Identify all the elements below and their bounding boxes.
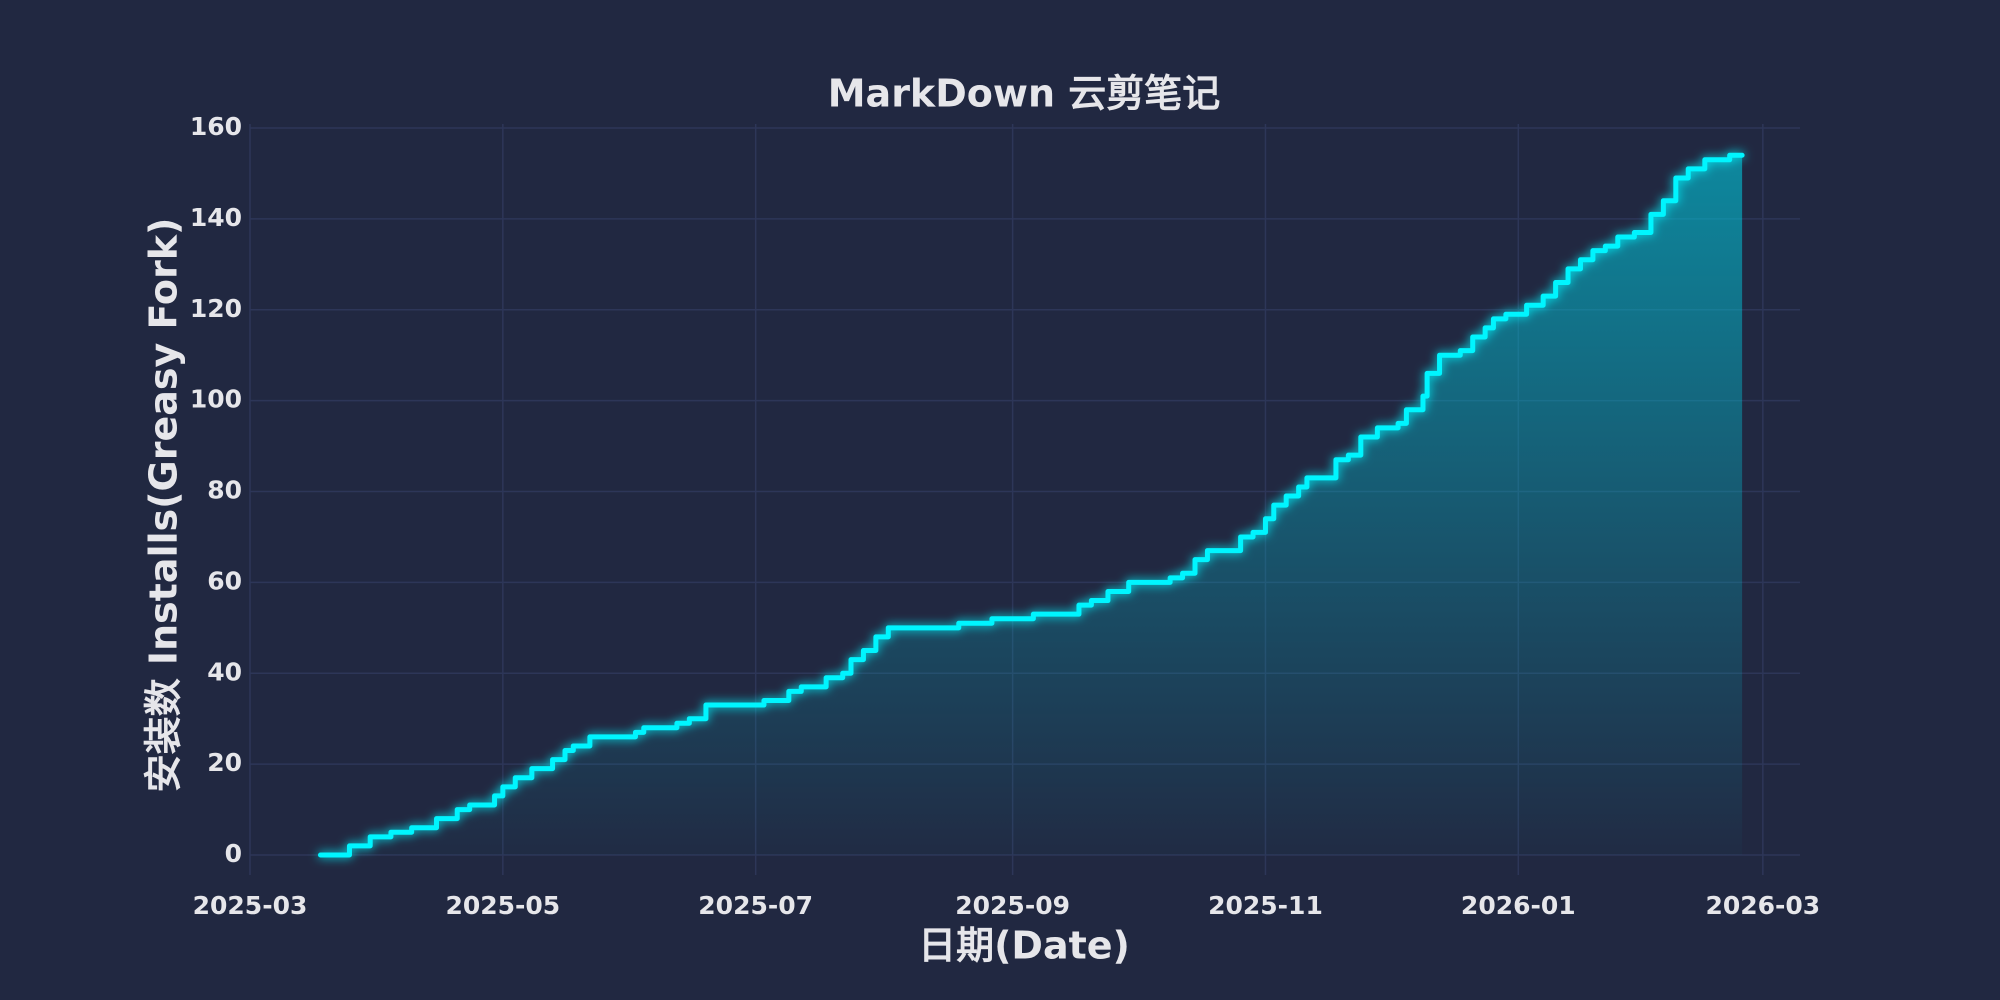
- x-tick-label: 2025-03: [193, 891, 308, 920]
- y-tick-label: 20: [207, 748, 242, 777]
- y-tick-label: 100: [190, 385, 242, 414]
- x-tick-label: 2026-01: [1461, 891, 1576, 920]
- line: [317, 152, 1745, 858]
- x-tick-label: 2025-05: [445, 891, 560, 920]
- y-tick-label: 140: [190, 203, 242, 232]
- x-tick-label: 2025-07: [698, 891, 813, 920]
- x-tick-label: 2026-03: [1705, 891, 1820, 920]
- y-tick-label: 60: [207, 566, 242, 595]
- x-axis-label: 日期(Date): [918, 924, 1130, 968]
- y-tick-label: 160: [190, 112, 242, 141]
- y-axis-label: 安装数 Installs(Greasy Fork): [142, 218, 186, 793]
- area-fill: [320, 155, 1743, 855]
- chart-title: MarkDown 云剪笔记: [828, 72, 1221, 116]
- x-tick-label: 2025-09: [955, 891, 1070, 920]
- y-tick-label: 120: [190, 294, 242, 323]
- y-tick-label: 40: [207, 657, 242, 686]
- y-tick-label: 0: [225, 839, 242, 868]
- y-tick-label: 80: [207, 476, 242, 505]
- x-tick-label: 2025-11: [1208, 891, 1323, 920]
